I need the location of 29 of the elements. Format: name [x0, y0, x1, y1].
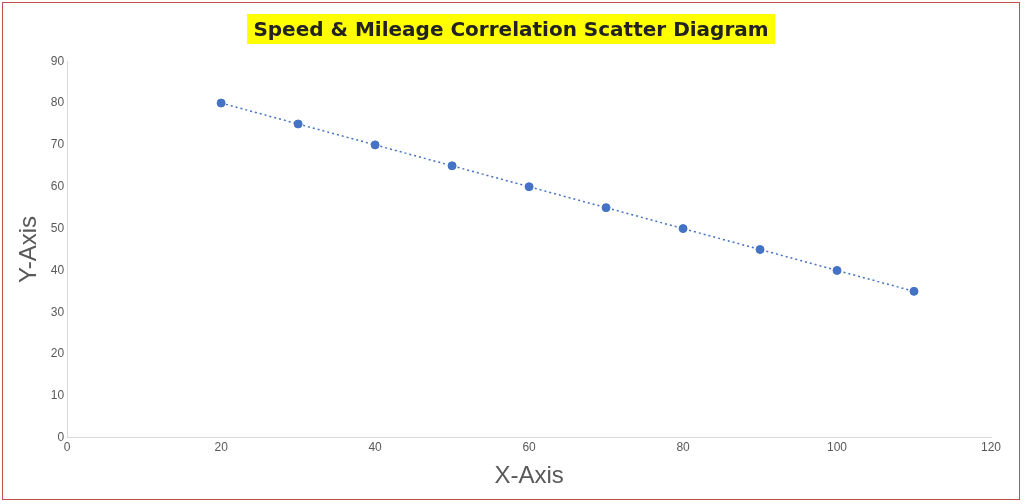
- x-tick-label: 60: [522, 440, 537, 455]
- y-tick-label: 50: [50, 220, 65, 235]
- y-tick-label: 30: [50, 304, 65, 319]
- y-tick-label: 40: [50, 262, 65, 277]
- point: [524, 182, 534, 192]
- y-tick-label: 20: [50, 346, 65, 361]
- point: [909, 286, 919, 296]
- point: [447, 161, 457, 171]
- x-tick-label: 20: [214, 440, 229, 455]
- x-tick-label: 100: [827, 440, 848, 455]
- x-tick-label: 80: [676, 440, 691, 455]
- y-tick-label: 80: [50, 95, 65, 110]
- y-tick-label: 90: [50, 53, 65, 68]
- y-tick-label: 70: [50, 137, 65, 152]
- y-tick-label: 10: [50, 388, 65, 403]
- x-axis-title: X-Axis: [494, 461, 564, 489]
- y-tick-label: 0: [57, 430, 65, 445]
- point: [293, 119, 303, 129]
- x-tick-label: 120: [980, 440, 1002, 455]
- point: [216, 98, 226, 108]
- point: [832, 265, 842, 275]
- y-tick-label: 60: [50, 179, 65, 194]
- point: [678, 224, 688, 234]
- y-axis-title: Y-Axis: [14, 215, 42, 284]
- x-tick-label: 40: [368, 440, 383, 455]
- chart-title: Speed & Mileage Correlation Scatter Diagram: [247, 14, 775, 44]
- point: [755, 245, 765, 254]
- point: [370, 140, 380, 150]
- point: [601, 203, 611, 213]
